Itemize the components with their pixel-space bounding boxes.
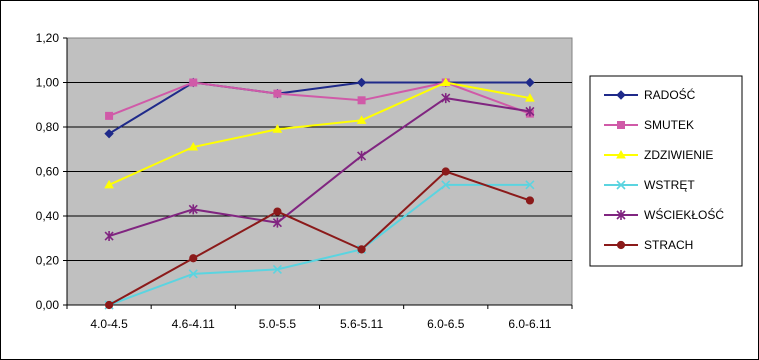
legend-marker (616, 90, 626, 100)
x-tick-label: 6.0-6.5 (427, 317, 465, 331)
y-tick-label: 0,60 (36, 165, 60, 179)
x-tick-label: 4.6-4.11 (172, 317, 215, 331)
series-line (108, 170, 531, 306)
x-tick-label: 5.6-5.11 (340, 317, 383, 331)
legend-item: WSTRĘT (604, 178, 695, 192)
legend-box (589, 75, 743, 267)
series-line (108, 81, 530, 135)
y-axis: 0,00 0,20 0,40 0,60 0,80 1,00 1,20 (36, 31, 68, 312)
data-point (188, 269, 198, 279)
x-tick-label: 6.0-6.11 (508, 317, 551, 331)
x-axis: 4.0-4.5 4.6-4.11 5.0-5.5 5.6-5.11 6.0-6.5 6.0… (66, 304, 573, 331)
y-tick-label: 1,00 (36, 76, 60, 90)
series-line (108, 183, 530, 306)
legend-item: STRACH (604, 238, 693, 252)
legend-marker (616, 180, 626, 190)
legend-item: ZDZIWIENIE (604, 148, 713, 162)
data-point (356, 115, 367, 124)
data-point (440, 77, 451, 86)
legend-label: WŚCIEKŁOŚĆ (644, 207, 724, 222)
y-tick-label: 0,40 (36, 209, 60, 223)
data-point (188, 142, 199, 151)
legend-label: SMUTEK (644, 118, 694, 132)
data-point (525, 180, 535, 190)
series-2 (104, 77, 535, 189)
legend-item: WŚCIEKŁOŚĆ (604, 207, 724, 222)
legend-marker (616, 210, 626, 220)
data-point (273, 207, 282, 216)
data-point (104, 179, 114, 189)
legend-label: ZDZIWIENIE (644, 148, 713, 162)
legend: RADOŚĆ SMUTEK ZDZIWIENIE WSTRĘT WŚCIEKŁOŚĆ ST… (604, 87, 724, 252)
data-point (272, 124, 283, 133)
data-point (525, 93, 535, 102)
x-tick-label: 4.0-4.5 (90, 317, 128, 331)
legend-marker (616, 149, 626, 159)
series-4 (104, 93, 535, 242)
series-line (108, 81, 531, 186)
data-point (189, 78, 198, 87)
legend-label: RADOŚĆ (644, 87, 696, 102)
data-point (272, 217, 282, 228)
data-point (525, 196, 535, 205)
data-point (105, 111, 114, 120)
data-point (441, 93, 451, 104)
data-point (441, 180, 451, 190)
y-tick-label: 0,20 (36, 254, 60, 268)
data-point (357, 96, 366, 105)
data-point (272, 264, 282, 274)
data-point (104, 128, 114, 139)
legend-item: RADOŚĆ (604, 87, 696, 102)
data-point (357, 245, 366, 254)
data-point (104, 231, 114, 242)
data-point (188, 204, 198, 215)
series-group (104, 77, 535, 310)
y-tick-label: 0,00 (36, 298, 60, 312)
legend-marker (617, 121, 625, 129)
data-point (189, 254, 198, 263)
data-point (357, 150, 367, 161)
data-point (441, 167, 450, 176)
data-point (525, 106, 535, 117)
data-point (273, 89, 282, 98)
legend-item: SMUTEK (604, 118, 694, 132)
data-point (104, 300, 114, 310)
legend-label: STRACH (644, 238, 693, 252)
data-point (356, 77, 367, 88)
series-line (108, 81, 531, 117)
series-5 (104, 167, 535, 310)
y-tick-label: 1,20 (36, 31, 60, 45)
x-tick-label: 5.0-5.5 (259, 317, 297, 331)
y-tick-label: 0,80 (36, 120, 60, 134)
legend-label: WSTRĘT (644, 178, 695, 192)
series-line (108, 97, 531, 237)
legend-marker (616, 240, 626, 250)
data-point (525, 77, 535, 88)
